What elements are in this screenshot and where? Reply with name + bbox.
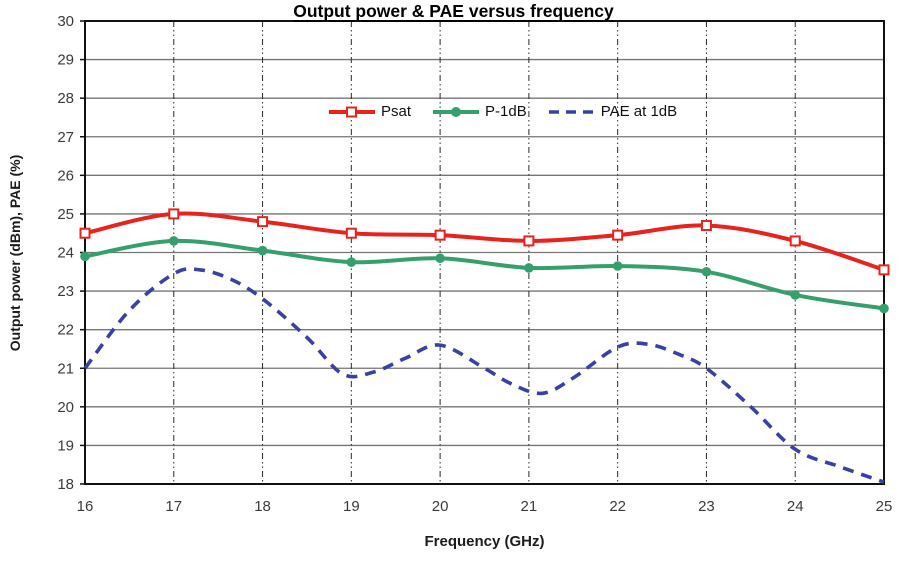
p-1db-marker: [80, 251, 90, 262]
y-tick-label: 24: [57, 245, 74, 262]
pae-dashed-line-sample-icon: [548, 109, 595, 114]
p-1db-marker: [701, 266, 712, 277]
chart-title: Output power & PAE versus frequency: [0, 1, 907, 22]
x-tick-label: 24: [787, 498, 804, 515]
psat-marker: [257, 216, 269, 228]
x-tick-label: 19: [343, 498, 360, 515]
psat-marker: [789, 235, 801, 247]
psat-marker: [700, 219, 712, 231]
x-tick-label: 20: [432, 498, 449, 515]
x-axis-title: Frequency (GHz): [424, 533, 545, 550]
y-tick-label: 26: [57, 167, 74, 184]
p-1db-marker: [524, 263, 534, 273]
y-tick-label: 27: [57, 129, 74, 146]
legend-label-pae: PAE at 1dB: [600, 103, 678, 120]
x-tick-label: 18: [254, 498, 271, 515]
psat-marker: [523, 235, 535, 247]
y-tick-label: 29: [57, 52, 74, 69]
p-1db-marker: [612, 261, 623, 271]
y-tick-label: 19: [57, 437, 74, 454]
p-1db-marker: [346, 257, 357, 267]
x-tick-label: 22: [609, 498, 626, 515]
legend-label-p1db: P-1dB: [485, 103, 527, 120]
legend-label-psat: Psat: [381, 103, 412, 120]
x-tick-label: 16: [77, 498, 94, 515]
psat-marker: [434, 229, 446, 241]
y-tick-label: 23: [57, 283, 74, 300]
p-1db-marker: [435, 253, 445, 264]
psat-marker: [878, 264, 890, 276]
y-tick-label: 20: [57, 399, 74, 416]
y-tick-label: 21: [57, 360, 74, 377]
p1db-line-sample-icon: [433, 106, 480, 117]
psat-line-sample-icon: [329, 106, 375, 117]
p-1db-marker: [168, 236, 179, 246]
legend-item-p1db: P-1dB: [431, 103, 527, 120]
p-1db-line: [84, 238, 885, 311]
y-tick-label: 22: [57, 322, 74, 339]
psat-line: [84, 211, 885, 272]
psat-marker: [612, 229, 624, 241]
x-tick-label: 17: [165, 498, 182, 515]
legend: Psat P-1dB PAE at 1dB: [327, 103, 677, 120]
psat-marker: [345, 227, 357, 239]
psat-marker: [79, 227, 91, 239]
chart-title-text: Output power & PAE versus frequency: [293, 1, 614, 21]
legend-item-psat: Psat: [327, 103, 411, 120]
x-tick-label: 23: [698, 498, 715, 515]
psat-marker: [168, 208, 180, 220]
x-tick-label: 21: [521, 498, 538, 515]
y-tick-label: 25: [57, 206, 74, 223]
pae-at-1db-line: [83, 267, 885, 484]
p-1db-marker: [257, 245, 268, 256]
x-tick-label: 25: [876, 498, 893, 515]
p-1db-marker: [790, 290, 801, 300]
y-tick-label: 18: [57, 476, 74, 493]
y-axis-title: Output power (dBm), PAE (%): [7, 154, 23, 352]
p-1db-marker: [879, 303, 889, 314]
y-tick-label: 30: [57, 13, 74, 30]
y-tick-label: 28: [57, 90, 74, 107]
legend-item-pae: PAE at 1dB: [547, 103, 677, 120]
